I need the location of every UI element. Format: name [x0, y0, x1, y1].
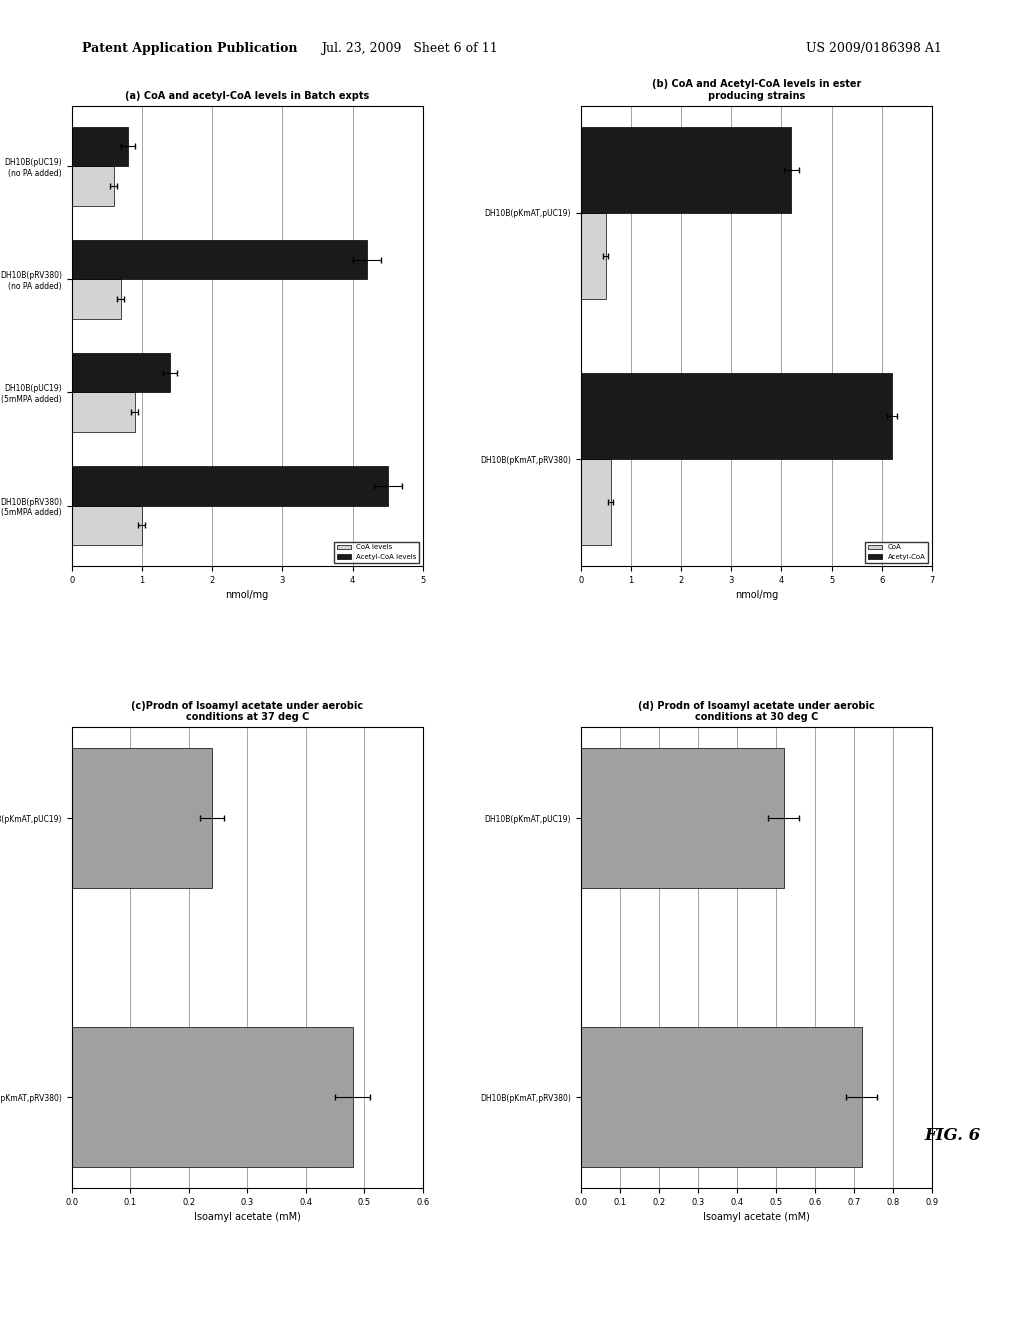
Bar [581, 459, 611, 545]
Text: Jul. 23, 2009   Sheet 6 of 11: Jul. 23, 2009 Sheet 6 of 11 [322, 42, 498, 55]
Bar [581, 127, 792, 213]
X-axis label: Isoamyl acetate (mM): Isoamyl acetate (mM) [194, 1212, 301, 1222]
Bar [72, 280, 121, 319]
Bar [72, 352, 170, 392]
Bar [72, 392, 135, 432]
Title: (a) CoA and acetyl-CoA levels in Batch expts: (a) CoA and acetyl-CoA levels in Batch e… [125, 91, 370, 100]
Bar [72, 166, 114, 206]
Bar [72, 506, 142, 545]
Bar [72, 127, 128, 166]
Legend: CoA levels, Acetyl-CoA levels: CoA levels, Acetyl-CoA levels [334, 541, 419, 562]
Bar [581, 213, 606, 298]
X-axis label: nmol/mg: nmol/mg [225, 590, 269, 601]
Title: (b) CoA and Acetyl-CoA levels in ester
producing strains: (b) CoA and Acetyl-CoA levels in ester p… [651, 79, 861, 100]
Bar [72, 240, 367, 280]
X-axis label: Isoamyl acetate (mM): Isoamyl acetate (mM) [702, 1212, 810, 1222]
Title: (d) Prodn of Isoamyl acetate under aerobic
conditions at 30 deg C: (d) Prodn of Isoamyl acetate under aerob… [638, 701, 874, 722]
X-axis label: nmol/mg: nmol/mg [734, 590, 778, 601]
Bar [581, 1027, 861, 1167]
Bar [581, 748, 783, 888]
Bar [72, 466, 388, 506]
Text: US 2009/0186398 A1: US 2009/0186398 A1 [806, 42, 942, 55]
Title: (c)Prodn of Isoamyl acetate under aerobic
conditions at 37 deg C: (c)Prodn of Isoamyl acetate under aerobi… [131, 701, 364, 722]
Text: Patent Application Publication: Patent Application Publication [82, 42, 297, 55]
Legend: CoA, Acetyl-CoA: CoA, Acetyl-CoA [865, 541, 929, 562]
Text: FIG. 6: FIG. 6 [925, 1127, 980, 1143]
Bar [72, 748, 212, 888]
Bar [72, 1027, 352, 1167]
Bar [581, 372, 892, 459]
